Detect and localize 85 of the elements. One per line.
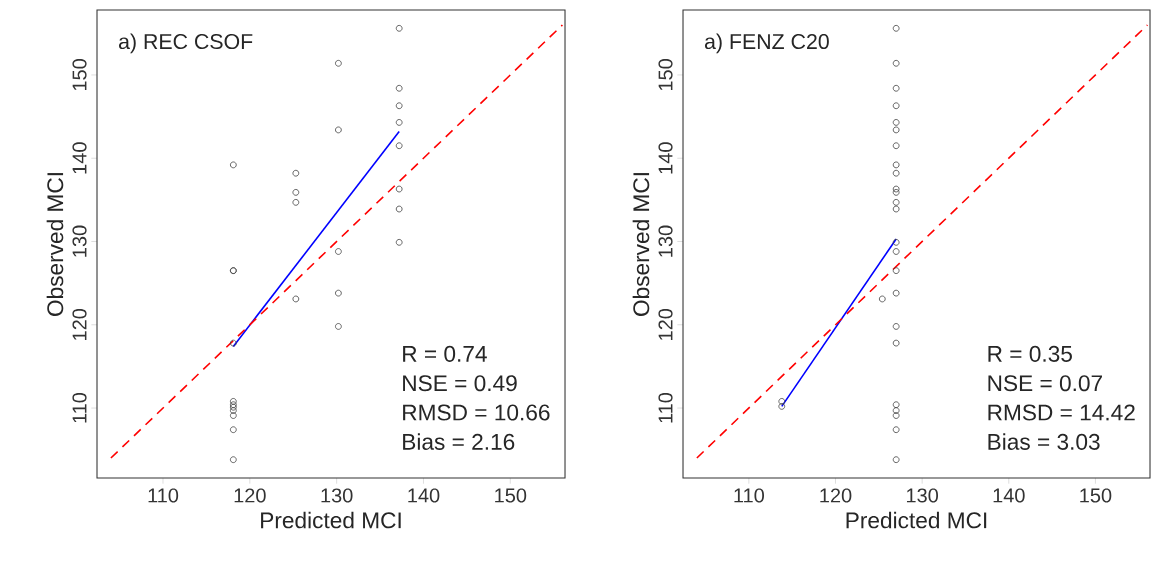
point [229,407,237,414]
point [335,248,342,255]
x-axis-title: Predicted MCI [261,511,401,529]
point [335,323,342,330]
y-tick-label: 120 [658,308,673,340]
x-tick-label: 120 [234,488,266,503]
point [778,398,786,405]
point [892,142,900,150]
x-tick-label: 130 [906,488,939,503]
point [892,248,900,255]
x-tick-label: 110 [148,488,179,503]
y-tick-label: 140 [72,142,87,174]
point [778,403,786,410]
text: a) FENZ C20 [704,33,829,54]
point [892,119,900,126]
point [395,84,403,92]
x-tick-label: 110 [734,488,764,503]
x-tick-label: 140 [408,488,440,503]
text: a) REC CSOF [119,33,253,54]
point [335,126,342,134]
y-tick-label: 110 [658,392,673,423]
point [292,189,300,196]
point [229,339,237,347]
x-axis-title: Predicted MCI [846,511,987,529]
point [892,239,900,246]
point [395,102,403,110]
point [892,267,900,274]
y-tick-label: 110 [72,392,87,423]
annotation: R = 0.74 [403,345,487,362]
point [229,398,237,405]
point [892,161,900,169]
y-tick-label: 140 [658,142,673,174]
point [892,59,900,67]
annotation: NSE = 0.49 [403,375,517,392]
point [892,401,900,409]
annotation: Bias = 2.16 [403,433,515,450]
point [292,295,300,303]
point [892,126,900,134]
point [892,185,900,193]
x-tick-label: 120 [820,488,852,503]
point [892,412,900,419]
y-tick-label: 120 [72,308,87,340]
annotation: R = 0.35 [988,345,1072,362]
annotation: RMSD = 10.66 [403,404,550,421]
y-tick-label: 150 [658,59,673,91]
point [229,456,237,464]
point [892,84,900,92]
point [892,407,900,414]
point [892,323,900,330]
point [892,205,900,213]
point [335,59,342,67]
annotation: Bias = 3.03 [988,433,1100,450]
point [892,289,900,297]
point [892,169,900,177]
point [892,24,900,32]
point [395,119,403,126]
point [892,189,900,196]
point [395,239,403,246]
annotation: NSE = 0.07 [988,375,1102,392]
point [229,412,237,419]
y-axis-title: Observed MCI [632,173,650,316]
x-tick-label: 150 [495,488,527,503]
y-axis-title: Observed MCI [46,173,64,316]
point [395,24,403,32]
x-tick-label: 130 [321,488,353,503]
x-tick-label: 140 [993,488,1025,503]
point [229,426,237,434]
y-tick-label: 150 [72,59,87,91]
point [878,295,886,303]
point [892,426,900,434]
point [892,199,900,206]
y-tick-label: 130 [658,225,673,257]
point [395,142,403,150]
annotation: RMSD = 14.42 [988,404,1135,421]
point [395,205,403,213]
y-tick-label: 130 [72,225,87,257]
point [395,185,403,193]
x-tick-label: 150 [1080,488,1112,503]
point [292,199,300,206]
point [892,456,900,464]
point [229,161,237,169]
point [892,102,900,110]
point [335,289,342,297]
point [292,169,300,177]
point [892,339,900,347]
